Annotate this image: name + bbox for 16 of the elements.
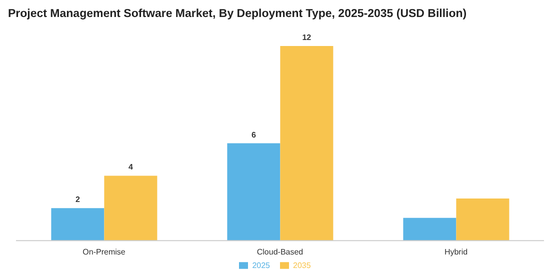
x-tick-label: On-Premise [82,247,126,256]
bar [403,218,456,241]
legend-label: 2025 [252,260,270,270]
x-tick-label: Hybrid [444,247,468,256]
bar [280,46,334,241]
bar [104,176,158,241]
data-label: 12 [302,33,312,42]
data-label: 6 [251,130,256,140]
bar [456,198,510,241]
data-label: 4 [128,162,134,172]
bar [227,143,280,241]
data-label: 2 [75,195,80,204]
chart-title: Project Management Software Market, By Deployment Type, 2025-2035 (USD Billion) [8,8,468,20]
bar [51,208,104,241]
legend-label: 2035 [293,260,311,270]
x-tick-label: Cloud-Based [256,247,304,256]
